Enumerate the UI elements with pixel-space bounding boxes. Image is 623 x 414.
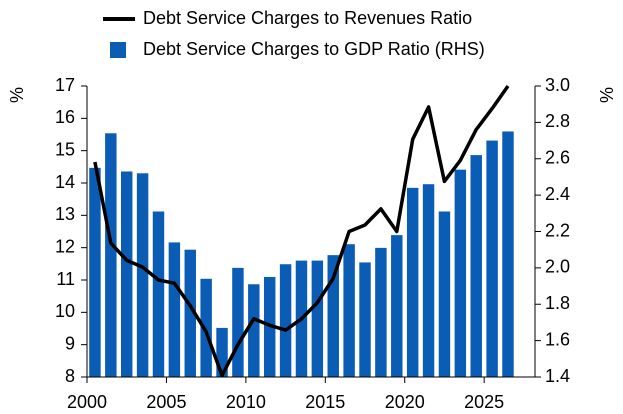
y-tick-label: 13 <box>55 204 75 224</box>
bar <box>248 284 260 377</box>
y2-tick-label: 2.6 <box>545 148 570 168</box>
legend-label: Debt Service Charges to Revenues Ratio <box>143 8 472 28</box>
bar <box>422 184 435 377</box>
y2-tick-label: 3.0 <box>545 75 570 95</box>
bar <box>470 155 482 377</box>
bar <box>184 249 196 377</box>
y2-tick-label: 2.8 <box>545 111 570 131</box>
bar <box>216 327 228 377</box>
bar <box>279 264 292 377</box>
y2-tick-label: 2.0 <box>545 257 570 277</box>
y2-tick-label: 2.4 <box>545 184 570 204</box>
bar <box>343 244 355 377</box>
y2-axis-label: % <box>597 87 617 103</box>
y-tick-label: 16 <box>55 107 75 127</box>
y-axis-label: % <box>7 87 27 103</box>
bar <box>327 255 339 377</box>
y-tick-label: 14 <box>55 172 75 192</box>
bar <box>168 242 181 377</box>
bar <box>375 247 387 377</box>
bar <box>502 131 514 377</box>
y2-tick-label: 1.8 <box>545 293 570 313</box>
y-tick-label: 8 <box>65 366 75 386</box>
x-tick-label: 2015 <box>305 392 345 412</box>
bar <box>136 173 149 377</box>
legend-label: Debt Service Charges to GDP Ratio (RHS) <box>143 39 485 59</box>
bar <box>311 260 324 377</box>
y-tick-label: 10 <box>55 301 75 321</box>
x-tick-label: 2000 <box>67 392 107 412</box>
bar <box>406 187 419 377</box>
bar <box>200 278 212 377</box>
y-tick-label: 12 <box>55 236 75 256</box>
y2-tick-label: 1.6 <box>545 329 570 349</box>
bar <box>232 267 244 377</box>
bar <box>359 262 371 377</box>
legend-swatch <box>110 42 126 58</box>
bar <box>152 211 165 377</box>
bar <box>120 171 133 377</box>
bar <box>438 211 451 377</box>
bar <box>105 133 117 377</box>
y2-tick-label: 2.2 <box>545 220 570 240</box>
x-tick-label: 2010 <box>226 392 266 412</box>
y-tick-label: 15 <box>55 139 75 159</box>
bar <box>89 167 101 377</box>
bar <box>391 235 403 377</box>
x-tick-label: 2020 <box>385 392 425 412</box>
x-tick-label: 2025 <box>464 392 504 412</box>
line <box>93 84 510 378</box>
x-tick-label: 2005 <box>146 392 186 412</box>
bar <box>454 169 467 377</box>
y-tick-label: 11 <box>56 269 75 289</box>
y-tick-label: 9 <box>65 333 75 353</box>
y2-tick-label: 1.4 <box>545 366 570 386</box>
bar <box>486 140 498 377</box>
y-tick-label: 17 <box>55 75 75 95</box>
